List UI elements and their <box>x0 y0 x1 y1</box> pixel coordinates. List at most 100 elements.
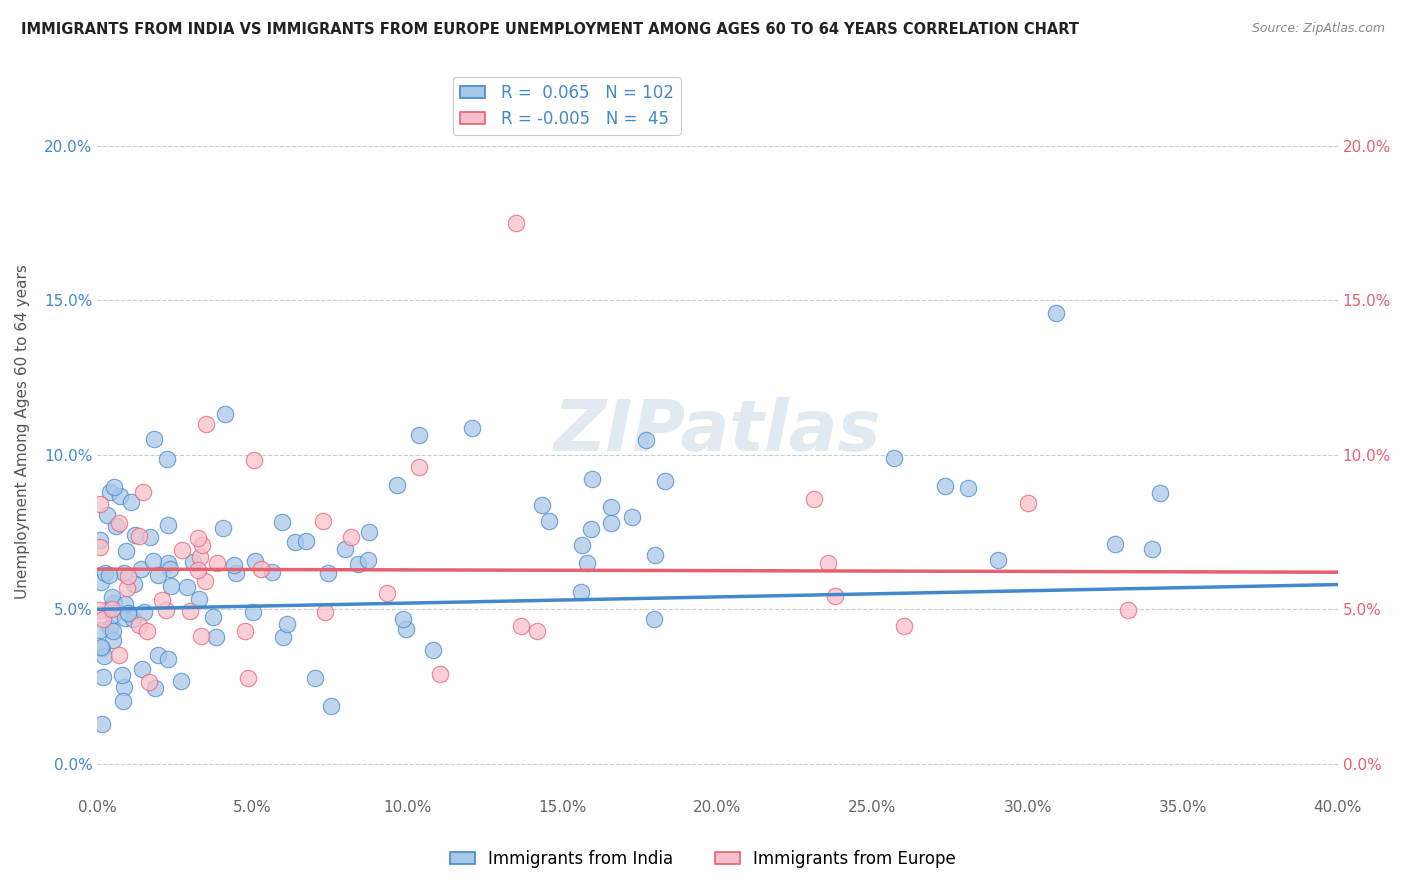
Point <box>91 612 114 626</box>
Point <box>357 553 380 567</box>
Point <box>188 591 211 606</box>
Point <box>537 514 560 528</box>
Point <box>375 586 398 600</box>
Point <box>159 562 181 576</box>
Point <box>98 485 121 500</box>
Point <box>408 460 430 475</box>
Point <box>461 420 484 434</box>
Point <box>176 580 198 594</box>
Point <box>186 563 208 577</box>
Point <box>357 524 380 539</box>
Point <box>90 641 112 656</box>
Point <box>148 648 170 662</box>
Point <box>319 698 342 713</box>
Point <box>143 432 166 446</box>
Point <box>276 616 298 631</box>
Point <box>143 681 166 695</box>
Point <box>575 556 598 570</box>
Point <box>90 574 112 589</box>
Point <box>110 489 132 503</box>
Point <box>155 603 177 617</box>
Legend: R =  0.065   N = 102, R = -0.005   N =  45: R = 0.065 N = 102, R = -0.005 N = 45 <box>453 77 681 135</box>
Point <box>121 612 143 626</box>
Point <box>124 527 146 541</box>
Point <box>1104 536 1126 550</box>
Point <box>93 648 115 663</box>
Point <box>132 484 155 499</box>
Point <box>139 531 162 545</box>
Point <box>284 535 307 549</box>
Point <box>194 574 217 588</box>
Point <box>111 693 134 707</box>
Point <box>270 515 292 529</box>
Point <box>312 514 335 528</box>
Point <box>101 624 124 638</box>
Point <box>187 531 209 545</box>
Point <box>181 555 204 569</box>
Point <box>1142 542 1164 557</box>
Point <box>136 624 159 638</box>
Point <box>392 612 415 626</box>
Point <box>89 623 111 637</box>
Text: Source: ZipAtlas.com: Source: ZipAtlas.com <box>1251 22 1385 36</box>
Point <box>250 562 273 576</box>
Point <box>201 609 224 624</box>
Point <box>100 591 122 605</box>
Point <box>211 521 233 535</box>
Point <box>243 453 266 467</box>
Point <box>222 558 245 572</box>
Point <box>1149 486 1171 500</box>
Text: IMMIGRANTS FROM INDIA VS IMMIGRANTS FROM EUROPE UNEMPLOYMENT AMONG AGES 60 TO 64: IMMIGRANTS FROM INDIA VS IMMIGRANTS FROM… <box>21 22 1078 37</box>
Point <box>408 428 430 442</box>
Point <box>117 568 139 582</box>
Point <box>89 497 111 511</box>
Point <box>142 554 165 568</box>
Point <box>97 601 120 615</box>
Point <box>238 671 260 685</box>
Point <box>510 619 533 633</box>
Point <box>531 498 554 512</box>
Point <box>429 666 451 681</box>
Point <box>260 565 283 579</box>
Point <box>91 670 114 684</box>
Point <box>108 648 131 662</box>
Point <box>128 618 150 632</box>
Point <box>314 605 336 619</box>
Point <box>803 491 825 506</box>
Point <box>157 517 180 532</box>
Point <box>205 630 228 644</box>
Point <box>634 434 657 448</box>
Point <box>150 592 173 607</box>
Point <box>131 662 153 676</box>
Point <box>156 451 179 466</box>
Point <box>824 589 846 603</box>
Point <box>340 529 363 543</box>
Point <box>190 629 212 643</box>
Point <box>112 566 135 581</box>
Point <box>654 475 676 489</box>
Point <box>94 566 117 580</box>
Point <box>243 554 266 568</box>
Point <box>98 621 121 635</box>
Point <box>347 557 370 571</box>
Point <box>1116 602 1139 616</box>
Point <box>817 556 839 570</box>
Point <box>103 596 125 610</box>
Point <box>134 606 156 620</box>
Point <box>295 533 318 548</box>
Point <box>643 612 665 626</box>
Point <box>620 510 643 524</box>
Point <box>526 624 548 638</box>
Point <box>333 541 356 556</box>
Point <box>103 480 125 494</box>
Point <box>956 481 979 495</box>
Point <box>581 522 603 536</box>
Point <box>188 549 211 564</box>
Point <box>114 610 136 624</box>
Point <box>89 541 111 555</box>
Text: ZIPatlas: ZIPatlas <box>554 397 882 467</box>
Point <box>600 516 623 530</box>
Point <box>101 633 124 648</box>
Point <box>1045 306 1067 320</box>
Point <box>114 597 136 611</box>
